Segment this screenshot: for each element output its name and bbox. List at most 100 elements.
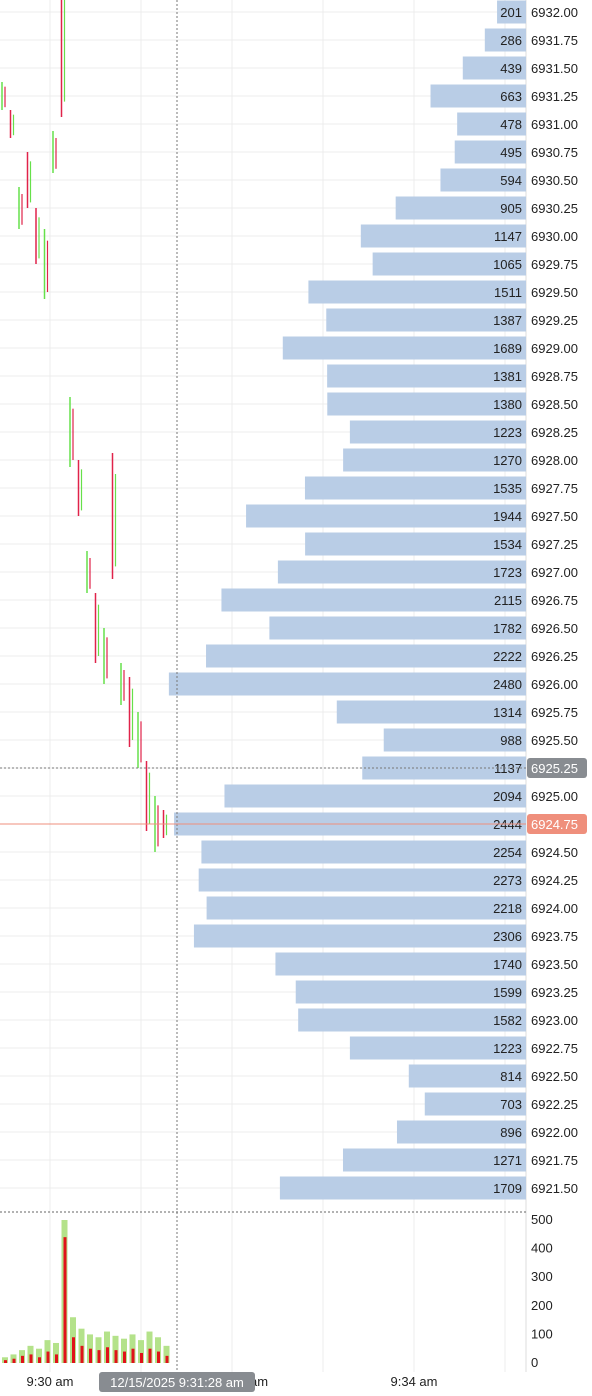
volume-histogram bbox=[2, 1220, 170, 1363]
profile-bar bbox=[206, 644, 527, 668]
profile-bar bbox=[221, 588, 526, 612]
volume-bar-down bbox=[29, 1354, 33, 1363]
price-axis-label: 6927.00 bbox=[531, 565, 578, 580]
profile-bar bbox=[168, 672, 526, 696]
price-axis-label: 6930.50 bbox=[531, 173, 578, 188]
price-axis-label: 6929.50 bbox=[531, 285, 578, 300]
profile-volume-label: 2115 bbox=[494, 593, 522, 608]
volume-axis-label: 200 bbox=[531, 1298, 553, 1313]
profile-bar bbox=[349, 1036, 526, 1060]
volume-bar-up bbox=[112, 1335, 119, 1363]
volume-bar-up bbox=[163, 1345, 170, 1363]
profile-bar bbox=[298, 1008, 526, 1032]
volume-axis-label: 100 bbox=[531, 1326, 553, 1341]
profile-bar bbox=[454, 140, 526, 164]
price-axis-label: 6930.75 bbox=[531, 145, 578, 160]
profile-bar bbox=[360, 224, 526, 248]
profile-bar bbox=[336, 700, 526, 724]
profile-bar bbox=[497, 0, 526, 24]
profile-bar bbox=[308, 280, 526, 304]
profile-volume-label: 1782 bbox=[493, 621, 522, 636]
profile-volume-label: 1944 bbox=[493, 509, 522, 524]
crosshair-time-label: 12/15/2025 9:31:28 am bbox=[110, 1375, 244, 1390]
profile-bar bbox=[343, 448, 526, 472]
profile-volume-label: 1689 bbox=[493, 341, 522, 356]
price-axis-label: 6930.00 bbox=[531, 229, 578, 244]
price-tick-series bbox=[1, 0, 168, 852]
price-axis-label: 6924.50 bbox=[531, 845, 578, 860]
profile-volume-label: 439 bbox=[500, 61, 522, 76]
price-axis-label: 6925.75 bbox=[531, 705, 578, 720]
profile-volume-label: 1381 bbox=[493, 369, 522, 384]
price-axis-label: 6925.00 bbox=[531, 789, 578, 804]
profile-bar bbox=[396, 1120, 526, 1144]
profile-volume-label: 286 bbox=[500, 33, 522, 48]
profile-bar bbox=[277, 560, 526, 584]
volume-bar-down bbox=[140, 1352, 143, 1363]
volume-bar-down bbox=[114, 1350, 118, 1363]
profile-bar bbox=[484, 28, 526, 52]
profile-volume-label: 2222 bbox=[493, 649, 522, 664]
price-axis-label: 6929.00 bbox=[531, 341, 578, 356]
volume-bar-down bbox=[131, 1348, 135, 1363]
profile-volume-label: 2218 bbox=[493, 901, 522, 916]
volume-bar-down bbox=[97, 1350, 101, 1363]
price-axis-label: 6931.50 bbox=[531, 61, 578, 76]
profile-volume-label: 201 bbox=[500, 5, 522, 20]
axes: 6932.00 6931.75 6931.50 6931.25 6931.00 6930.… bbox=[27, 5, 578, 1389]
profile-volume-label: 2254 bbox=[493, 845, 522, 860]
price-axis-label: 6932.00 bbox=[531, 5, 578, 20]
profile-bar bbox=[457, 112, 526, 136]
profile-bar bbox=[327, 392, 526, 416]
profile-bar bbox=[295, 980, 526, 1004]
profile-volume-label: 1599 bbox=[493, 985, 522, 1000]
price-axis-label: 6922.50 bbox=[531, 1069, 578, 1084]
price-axis-label: 6921.75 bbox=[531, 1153, 578, 1168]
price-axis-label: 6928.25 bbox=[531, 425, 578, 440]
profile-bar bbox=[246, 504, 526, 528]
volume-bar-down bbox=[148, 1348, 152, 1363]
price-axis-label: 6931.75 bbox=[531, 33, 578, 48]
profile-volume-label: 478 bbox=[500, 117, 522, 132]
volume-bar-up bbox=[53, 1342, 59, 1363]
profile-volume-label: 495 bbox=[500, 145, 522, 160]
volume-bar-down bbox=[38, 1357, 41, 1363]
price-axis-label: 6928.50 bbox=[531, 397, 578, 412]
profile-bar bbox=[198, 868, 527, 892]
price-axis-label: 6926.00 bbox=[531, 677, 578, 692]
volume-bar-down bbox=[89, 1348, 92, 1363]
price-axis-label: 6923.25 bbox=[531, 985, 578, 1000]
volume-bar-down bbox=[12, 1358, 16, 1363]
volume-bar-up bbox=[27, 1345, 34, 1363]
profile-bar bbox=[305, 532, 526, 556]
profile-volume-label: 2306 bbox=[493, 929, 522, 944]
price-axis-label: 6922.00 bbox=[531, 1125, 578, 1140]
profile-volume-label: 1270 bbox=[493, 453, 522, 468]
profile-bar bbox=[279, 1176, 526, 1200]
profile-volume-label: 1511 bbox=[494, 285, 522, 300]
profile-volume-label: 1314 bbox=[493, 705, 522, 720]
volume-bar-down bbox=[123, 1351, 126, 1363]
price-axis-label: 6922.75 bbox=[531, 1041, 578, 1056]
price-axis-label: 6927.25 bbox=[531, 537, 578, 552]
profile-bar bbox=[275, 952, 526, 976]
profile-volume-label: 1065 bbox=[493, 257, 522, 272]
price-axis-label: 6921.50 bbox=[531, 1181, 578, 1196]
profile-bar bbox=[201, 840, 526, 864]
profile-bar bbox=[224, 784, 527, 808]
crosshair-price-label: 6925.25 bbox=[531, 761, 578, 776]
profile-bar bbox=[282, 336, 526, 360]
profile-bar bbox=[408, 1064, 526, 1088]
profile-volume-label: 1223 bbox=[493, 425, 522, 440]
profile-volume-label: 1147 bbox=[494, 229, 522, 244]
profile-volume-label: 1582 bbox=[493, 1013, 522, 1028]
volume-bar-up bbox=[155, 1337, 161, 1363]
volume-bar-down bbox=[106, 1347, 109, 1363]
volume-bar-down bbox=[72, 1337, 75, 1363]
profile-volume-label: 1271 bbox=[493, 1153, 522, 1168]
time-axis-label: 9:34 am bbox=[391, 1374, 438, 1389]
volume-bar-down bbox=[157, 1351, 160, 1363]
profile-volume-label: 2273 bbox=[493, 873, 522, 888]
